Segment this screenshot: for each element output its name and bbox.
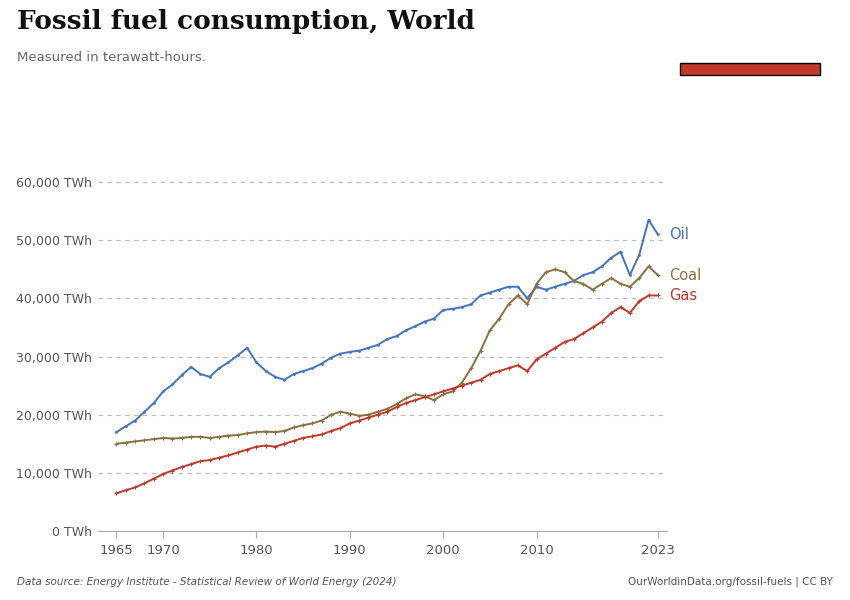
Text: in Data: in Data <box>726 36 774 49</box>
Text: Measured in terawatt-hours.: Measured in terawatt-hours. <box>17 51 206 64</box>
Text: Oil: Oil <box>669 227 689 242</box>
FancyBboxPatch shape <box>680 64 820 75</box>
Text: Data source: Energy Institute - Statistical Review of World Energy (2024): Data source: Energy Institute - Statisti… <box>17 577 396 587</box>
Text: OurWorldinData.org/fossil-fuels | CC BY: OurWorldinData.org/fossil-fuels | CC BY <box>628 576 833 587</box>
Text: Coal: Coal <box>669 268 701 283</box>
Text: Gas: Gas <box>669 288 697 303</box>
Text: Fossil fuel consumption, World: Fossil fuel consumption, World <box>17 9 475 34</box>
Text: Our World: Our World <box>717 18 784 31</box>
